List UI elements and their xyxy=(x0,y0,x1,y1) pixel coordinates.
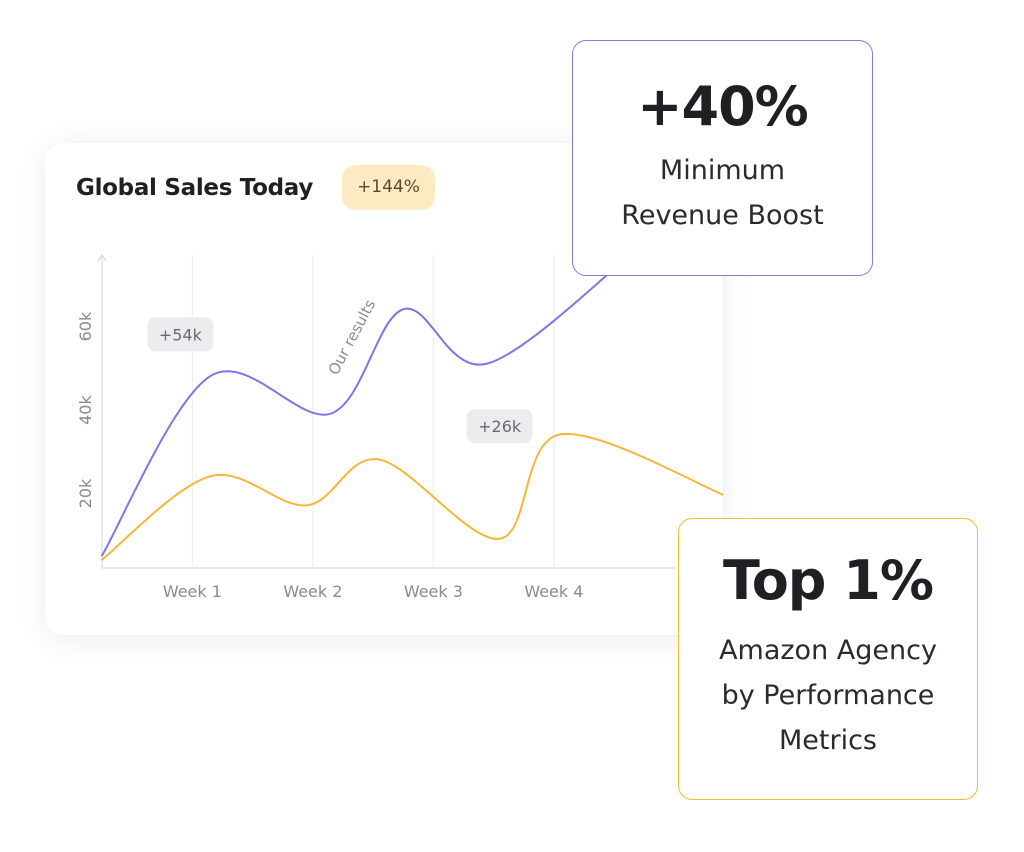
series-line-2 xyxy=(101,432,723,561)
annotation-pill xyxy=(466,409,533,444)
y-tick-label: 60k xyxy=(76,311,95,341)
revenue-boost-label-line-2: Revenue Boost xyxy=(621,200,824,231)
revenue-boost-card: +40% Minimum Revenue Boost xyxy=(572,40,873,276)
growth-badge: +144% xyxy=(342,165,435,210)
annotation-pill xyxy=(147,317,214,352)
x-tick-label: Week 3 xyxy=(404,582,463,601)
top-agency-label-line-2: by Performance xyxy=(721,680,935,711)
top-agency-label-line-1: Amazon Agency xyxy=(719,635,937,666)
x-tick-label: Week 1 xyxy=(163,582,222,601)
y-tick-label: 20k xyxy=(76,478,95,508)
top-agency-label: Amazon Agency by Performance Metrics xyxy=(679,628,977,763)
top-agency-label-line-3: Metrics xyxy=(778,725,877,756)
y-axis-arrow-icon xyxy=(97,253,107,262)
revenue-boost-label-line-1: Minimum xyxy=(659,155,786,186)
x-tick-label: Week 2 xyxy=(283,582,342,601)
chart-title: Global Sales Today xyxy=(76,175,314,201)
annotation-label: +26k xyxy=(478,417,522,436)
y-tick-label: 40k xyxy=(76,395,95,425)
series-name-label: Our results xyxy=(325,296,380,377)
top-agency-value: Top 1% xyxy=(723,549,934,612)
top-agency-card: Top 1% Amazon Agency by Performance Metr… xyxy=(678,518,978,800)
x-tick-label: Week 4 xyxy=(524,582,583,601)
revenue-boost-value: +40% xyxy=(637,75,809,138)
revenue-boost-label: Minimum Revenue Boost xyxy=(573,148,872,238)
annotation-label: +54k xyxy=(159,325,203,344)
sales-chart: Week 1 Week 2 Week 3 Week 4 20k 40k 60k Our res… xyxy=(76,241,723,601)
series-line-1 xyxy=(101,241,646,557)
